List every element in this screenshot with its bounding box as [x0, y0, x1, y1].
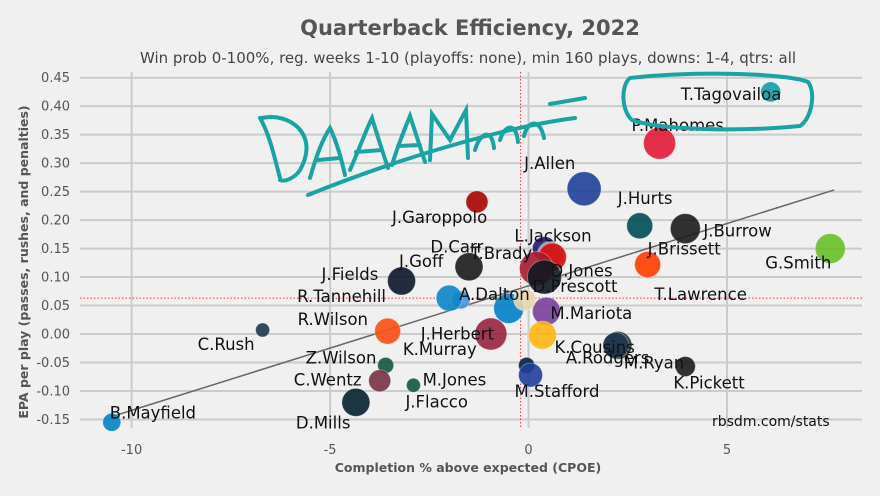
point-k-pickett	[674, 355, 696, 377]
point-label: J.Herbert	[420, 324, 495, 343]
point-label: A.Dalton	[459, 285, 530, 304]
point-label: K.Pickett	[673, 373, 745, 392]
x-tick-label: -10	[121, 443, 142, 458]
point-m-ryan	[602, 331, 630, 359]
point-label: M.Ryan	[624, 353, 684, 372]
x-tick-label: -5	[324, 443, 337, 458]
point-d-mills	[341, 387, 371, 417]
point-label: D.Jones	[550, 262, 612, 281]
point-label: T.Brady	[469, 244, 532, 263]
point-label: J.Garoppolo	[391, 208, 487, 227]
point-g-smith	[814, 233, 846, 265]
point-j-goff	[454, 252, 484, 282]
point-label: K.Murray	[403, 340, 477, 359]
point-label: M.Stafford	[515, 382, 600, 401]
point-label: Z.Wilson	[306, 348, 377, 367]
y-tick-label: -0.05	[36, 356, 70, 371]
handwritten-annotation	[258, 71, 815, 197]
point-label: M.Mariota	[550, 304, 632, 323]
point-m-stafford	[518, 362, 544, 388]
point-label: T.Tagovailoa	[680, 85, 782, 104]
point-c-rush	[255, 322, 271, 338]
point-label: D.Carr	[430, 237, 483, 256]
point-d-prescott	[513, 288, 537, 312]
y-tick-label: 0.45	[41, 71, 70, 86]
data-points	[102, 81, 846, 432]
trend-line	[111, 189, 835, 418]
point-k-murray	[474, 317, 508, 351]
point-k-cousins	[527, 320, 557, 350]
chart-title: Quarterback Efficiency, 2022	[300, 16, 640, 40]
point-label: J.Goff	[398, 252, 444, 271]
point-j-brissett	[634, 251, 662, 279]
y-tick-label: 0.15	[41, 242, 70, 257]
credit-text: rbsdm.com/stats	[712, 414, 830, 430]
point-label: T.Lawrence	[653, 285, 746, 304]
point-label: C.Wentz	[294, 371, 362, 390]
x-axis-label: Completion % above expected (CPOE)	[335, 460, 601, 475]
point-label: C.Rush	[198, 335, 255, 354]
handwriting-circle	[621, 71, 815, 132]
handwriting-stroke	[258, 115, 347, 183]
y-tick-label: 0.20	[41, 214, 70, 229]
y-tick-label: 0.35	[41, 128, 70, 143]
point-label: D.Mills	[296, 413, 351, 432]
point-j-burrow	[669, 213, 701, 245]
point-label: J.Allen	[523, 154, 575, 173]
point-t-lawrence	[526, 259, 562, 295]
y-tick-label: -0.15	[36, 413, 70, 428]
point-label: D.Prescott	[533, 277, 618, 296]
point-label: B.Mayfield	[110, 403, 196, 422]
point-label: R.Wilson	[298, 310, 368, 329]
point-label: J.Flacco	[404, 392, 468, 411]
y-tick-label: 0.00	[41, 328, 70, 343]
point-labels: T.TagovailoaP.MahomesJ.AllenJ.HurtsJ.Bur…	[110, 85, 832, 432]
x-tick-label: 5	[723, 443, 731, 458]
y-tick-label: 0.30	[41, 157, 70, 172]
point-j-hurts	[626, 212, 654, 240]
y-tick-label: 0.05	[41, 299, 70, 314]
y-tick-label: 0.10	[41, 271, 70, 286]
point-b-mayfield	[102, 412, 122, 432]
point-label: K.Cousins	[554, 338, 634, 357]
y-axis-label: EPA per play (passes, rushes, and penalt…	[16, 105, 31, 418]
point-r-wilson	[374, 317, 402, 345]
point-j-allen	[566, 171, 602, 207]
point-label: L.Jackson	[514, 227, 591, 246]
point-t-tagovailoa	[760, 81, 782, 103]
y-tick-label: 0.40	[41, 100, 70, 115]
tick-labels: -0.15 -0.10 -0.05 0.00 0.05 0.10 0.15 0.20 0.25 0…	[36, 71, 731, 458]
point-label: G.Smith	[765, 254, 831, 273]
point-label: A.Rodgers	[566, 348, 650, 367]
y-tick-label: 0.25	[41, 185, 70, 200]
x-tick-label: 0	[524, 443, 532, 458]
point-label: J.Hurts	[617, 189, 673, 208]
point-label: J.Brissett	[647, 240, 722, 259]
point-r-tannehill	[435, 284, 463, 312]
point-j-flacco	[405, 377, 421, 393]
point-j-fields	[387, 266, 417, 296]
regression-line	[111, 189, 835, 418]
point-label: M.Jones	[423, 370, 487, 389]
point-j-garoppolo	[465, 190, 489, 214]
y-tick-label: -0.10	[36, 384, 70, 399]
point-label: J.Burrow	[702, 222, 771, 241]
point-c-wentz	[368, 369, 392, 393]
point-label: R.Tannehill	[297, 287, 386, 306]
handwriting-underline	[306, 116, 577, 197]
mean-lines	[80, 72, 862, 428]
point-label: J.Fields	[321, 265, 379, 284]
chart-subtitle: Win prob 0-100%, reg. weeks 1-10 (playof…	[140, 49, 796, 67]
